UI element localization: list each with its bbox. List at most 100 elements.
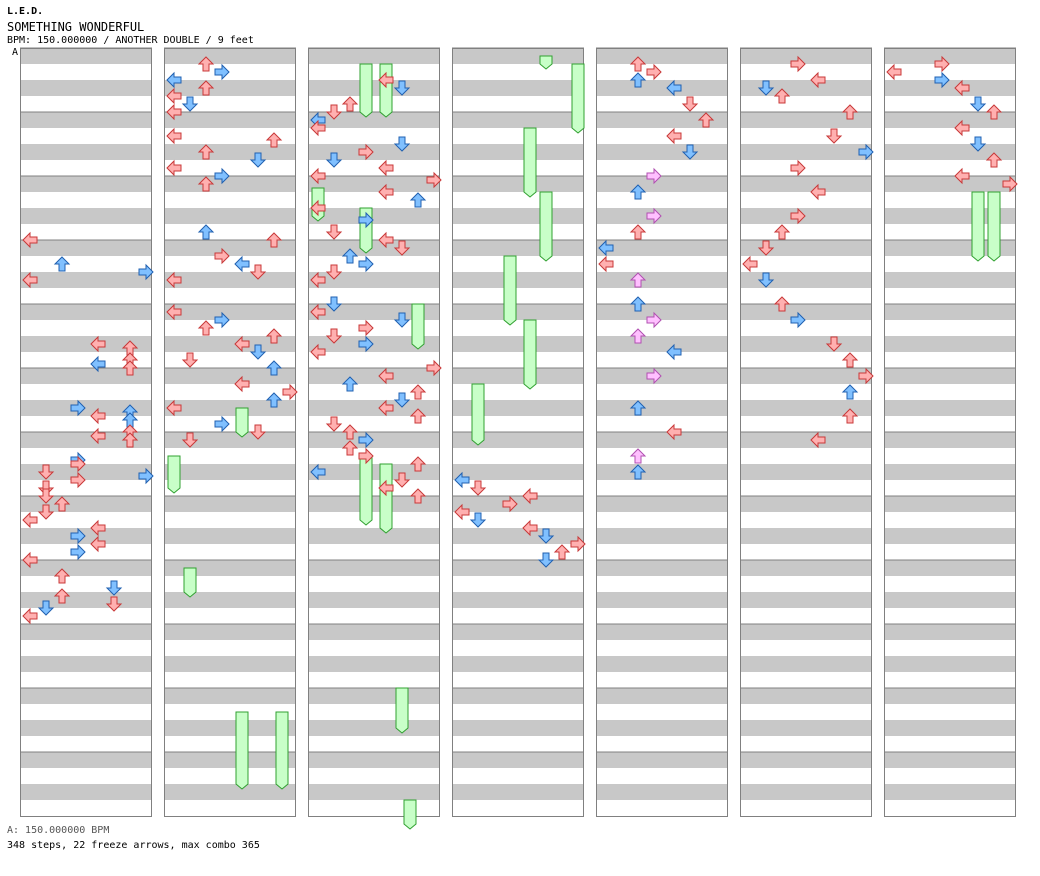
p1-down-arrow [325, 104, 343, 120]
p1-left-arrow [454, 471, 470, 489]
p2-up-arrow [841, 408, 859, 424]
p1-right-arrow [646, 207, 662, 225]
p1-right-arrow [646, 367, 662, 385]
p2-right-arrow [138, 467, 154, 485]
p2-down-arrow [537, 528, 555, 544]
p2-left-arrow [378, 71, 394, 89]
p1-right-arrow [358, 431, 374, 449]
p1-down-arrow [325, 296, 343, 312]
p1-right-arrow [358, 143, 374, 161]
bpm-marker: A [12, 47, 19, 58]
p2-up-arrow [985, 104, 1003, 120]
chart-column [884, 47, 1016, 817]
chart-column [452, 47, 584, 817]
chart-column [164, 47, 296, 817]
p1-up-arrow [197, 176, 215, 192]
freeze-arrow [571, 63, 585, 134]
p1-right-arrow [214, 311, 230, 329]
song-title: SOMETHING WONDERFUL [7, 20, 145, 34]
p2-up-arrow [265, 232, 283, 248]
p1-left-arrow [166, 271, 182, 289]
p1-right-arrow [502, 495, 518, 513]
p2-down-arrow [393, 472, 411, 488]
p2-left-arrow [234, 335, 250, 353]
p1-left-arrow [166, 127, 182, 145]
p2-left-arrow [234, 255, 250, 273]
p1-down-arrow [37, 488, 55, 504]
p1-left-arrow [22, 271, 38, 289]
freeze-arrow [235, 407, 249, 438]
p2-down-arrow [681, 144, 699, 160]
p1-up-arrow [629, 296, 647, 312]
p2-right-arrow [858, 143, 874, 161]
p2-down-arrow [393, 80, 411, 96]
p1-down-arrow [469, 512, 487, 528]
p2-left-arrow [90, 355, 106, 373]
p1-left-arrow [22, 511, 38, 529]
p1-right-arrow [646, 311, 662, 329]
p2-left-arrow [378, 159, 394, 177]
p2-up-arrow [697, 112, 715, 128]
chart-column [308, 47, 440, 817]
p2-down-arrow [249, 264, 267, 280]
p2-up-arrow [553, 544, 571, 560]
p2-up-arrow [409, 488, 427, 504]
p1-left-arrow [310, 271, 326, 289]
p1-left-arrow [598, 255, 614, 273]
p1-left-arrow [22, 551, 38, 569]
p1-down-arrow [325, 264, 343, 280]
p1-left-arrow [310, 303, 326, 321]
p2-down-arrow [537, 552, 555, 568]
p1-down-arrow [325, 152, 343, 168]
p1-right-arrow [646, 63, 662, 81]
p2-up-arrow [265, 360, 283, 376]
p1-right-arrow [358, 211, 374, 229]
p1-up-arrow [629, 400, 647, 416]
p1-up-arrow [773, 296, 791, 312]
bpm-legend: A: 150.000000 BPM [7, 825, 110, 836]
p1-up-arrow [341, 424, 359, 440]
p1-right-arrow [646, 167, 662, 185]
p1-right-arrow [70, 527, 86, 545]
p2-up-arrow [841, 352, 859, 368]
p2-left-arrow [378, 367, 394, 385]
p1-down-arrow [181, 432, 199, 448]
p2-down-arrow [393, 392, 411, 408]
p1-left-arrow [310, 167, 326, 185]
chart-column [740, 47, 872, 817]
p1-down-arrow [469, 480, 487, 496]
p2-up-arrow [409, 192, 427, 208]
p1-down-arrow [757, 272, 775, 288]
p1-up-arrow [629, 448, 647, 464]
p1-up-arrow [53, 568, 71, 584]
p1-down-arrow [757, 80, 775, 96]
p2-down-arrow [969, 136, 987, 152]
p1-left-arrow [166, 159, 182, 177]
p1-up-arrow [341, 248, 359, 264]
p2-right-arrow [282, 383, 298, 401]
p1-up-arrow [773, 224, 791, 240]
p2-down-arrow [105, 580, 123, 596]
artist-name: L.E.D. [7, 6, 44, 17]
freeze-arrow [395, 687, 409, 734]
p2-left-arrow [954, 167, 970, 185]
p2-down-arrow [969, 96, 987, 112]
freeze-arrow [359, 455, 373, 526]
p1-left-arrow [166, 303, 182, 321]
p2-up-arrow [985, 152, 1003, 168]
p1-left-arrow [22, 231, 38, 249]
p2-up-arrow [265, 392, 283, 408]
p2-left-arrow [378, 479, 394, 497]
freeze-arrow [167, 455, 181, 494]
freeze-arrow [503, 255, 517, 326]
p1-up-arrow [197, 56, 215, 72]
p1-up-arrow [53, 496, 71, 512]
p1-up-arrow [197, 320, 215, 336]
p1-right-arrow [214, 167, 230, 185]
p1-right-arrow [70, 543, 86, 561]
p1-down-arrow [325, 328, 343, 344]
p1-up-arrow [197, 80, 215, 96]
p1-up-arrow [341, 440, 359, 456]
p1-up-arrow [53, 588, 71, 604]
freeze-arrow [539, 191, 553, 262]
